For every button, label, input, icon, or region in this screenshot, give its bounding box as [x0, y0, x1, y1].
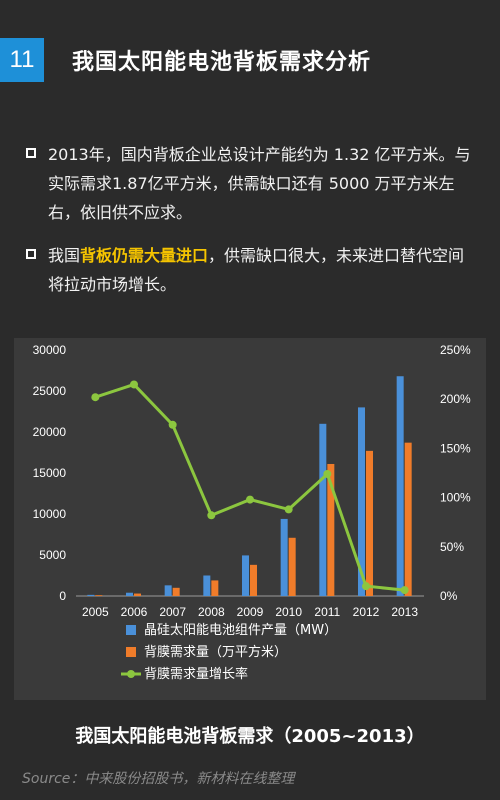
bar-module-output — [242, 555, 249, 596]
growth-rate-point — [400, 586, 409, 595]
bar-backsheet-demand — [172, 587, 180, 596]
legend-point-swatch — [127, 670, 135, 678]
y-left-tick-label: 15000 — [33, 466, 67, 480]
square-bullet-icon — [26, 249, 36, 259]
chart-title: 我国太阳能电池背板需求（2005~2013） — [75, 726, 425, 747]
growth-rate-point — [246, 495, 254, 504]
x-tick-label: 2012 — [353, 605, 380, 619]
y-left-tick-label: 20000 — [33, 425, 67, 439]
bar-backsheet-demand — [327, 463, 335, 596]
bullet-highlight: 背板仍需大量进口 — [80, 246, 209, 265]
bar-module-output — [126, 592, 133, 596]
bar-backsheet-demand — [250, 564, 257, 596]
y-right-tick-label: 250% — [440, 343, 471, 357]
bar-backsheet-demand — [404, 442, 412, 596]
bar-module-output — [319, 423, 327, 596]
y-right-tick-label: 0% — [440, 589, 458, 603]
growth-rate-point — [207, 511, 216, 520]
y-left-tick-label: 30000 — [33, 343, 67, 357]
legend-swatch — [126, 625, 136, 635]
bar-module-output — [203, 575, 211, 596]
bar-backsheet-demand — [288, 537, 296, 596]
bar-module-output — [358, 407, 365, 596]
source-note: Source：中来股份招股书，新材料在线整理 — [22, 771, 295, 787]
bar-backsheet-demand — [95, 595, 103, 596]
bullet-list: 2013年，国内背板企业总设计产能约为 1.32 亿平方米。与实际需求1.87亿… — [24, 140, 474, 313]
bar-module-output — [280, 518, 288, 596]
bullet-item-capacity: 2013年，国内背板企业总设计产能约为 1.32 亿平方米。与实际需求1.87亿… — [24, 140, 474, 227]
page-number: 11 — [9, 46, 35, 73]
y-left-tick-label: 10000 — [33, 507, 67, 521]
y-left-tick-label: 5000 — [39, 548, 66, 562]
bullet-item-import: 我国背板仍需大量进口，供需缺口很大，未来进口替代空间将拉动市场增长。 — [24, 241, 474, 299]
growth-rate-point — [284, 505, 293, 514]
growth-rate-point — [323, 469, 332, 478]
legend-label: 背膜需求量（万平方米） — [144, 644, 287, 660]
legend-swatch — [126, 647, 136, 657]
y-left-tick-label: 0 — [59, 589, 66, 603]
x-tick-label: 2009 — [237, 605, 264, 619]
chart-panel: 0 5000 10000 15000 20000 25000 30000 0% 50% 100% 1… — [14, 338, 486, 700]
y-right-tick-label: 200% — [440, 392, 471, 406]
page-title: 我国太阳能电池背板需求分析 — [72, 50, 372, 75]
legend-label: 晶硅太阳能电池组件产量（MW） — [144, 623, 337, 638]
square-bullet-icon — [26, 148, 36, 158]
y-right-tick-label: 100% — [440, 491, 471, 505]
y-right-tick-label: 50% — [440, 540, 464, 554]
page-number-badge: 11 — [0, 38, 44, 82]
bar-module-output — [396, 376, 404, 596]
bullet-prefix: 我国 — [48, 246, 81, 265]
x-tick-label: 2011 — [314, 605, 340, 619]
growth-rate-point — [91, 393, 100, 402]
x-tick-label: 2013 — [391, 605, 418, 619]
y-right-tick-label: 150% — [440, 441, 471, 455]
bar-module-output — [164, 585, 172, 596]
x-tick-label: 2006 — [121, 605, 148, 619]
growth-rate-point — [362, 582, 370, 591]
bar-backsheet-demand — [366, 450, 373, 596]
chart-svg: 0 5000 10000 15000 20000 25000 30000 0% 50% 100% 1… — [33, 343, 471, 682]
x-tick-label: 2005 — [82, 605, 109, 619]
growth-rate-point — [130, 380, 138, 389]
bar-backsheet-demand — [211, 580, 219, 596]
bullet-suffix: ，供需缺口很大，未来进口替代空间将拉动市场增长。 — [48, 246, 465, 294]
growth-rate-point — [168, 420, 177, 429]
bullet-text: 2013年，国内背板企业总设计产能约为 1.32 亿平方米。与实际需求1.87亿… — [48, 145, 471, 222]
legend-label: 背膜需求量增长率 — [144, 666, 248, 682]
x-tick-label: 2010 — [275, 605, 302, 619]
x-tick-label: 2008 — [198, 605, 225, 619]
x-tick-label: 2007 — [159, 605, 186, 619]
bar-backsheet-demand — [134, 593, 141, 596]
y-left-tick-label: 25000 — [33, 384, 67, 398]
bar-module-output — [87, 594, 95, 596]
